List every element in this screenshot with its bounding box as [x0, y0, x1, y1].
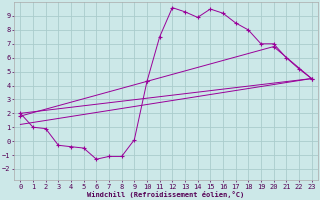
X-axis label: Windchill (Refroidissement éolien,°C): Windchill (Refroidissement éolien,°C) [87, 191, 244, 198]
